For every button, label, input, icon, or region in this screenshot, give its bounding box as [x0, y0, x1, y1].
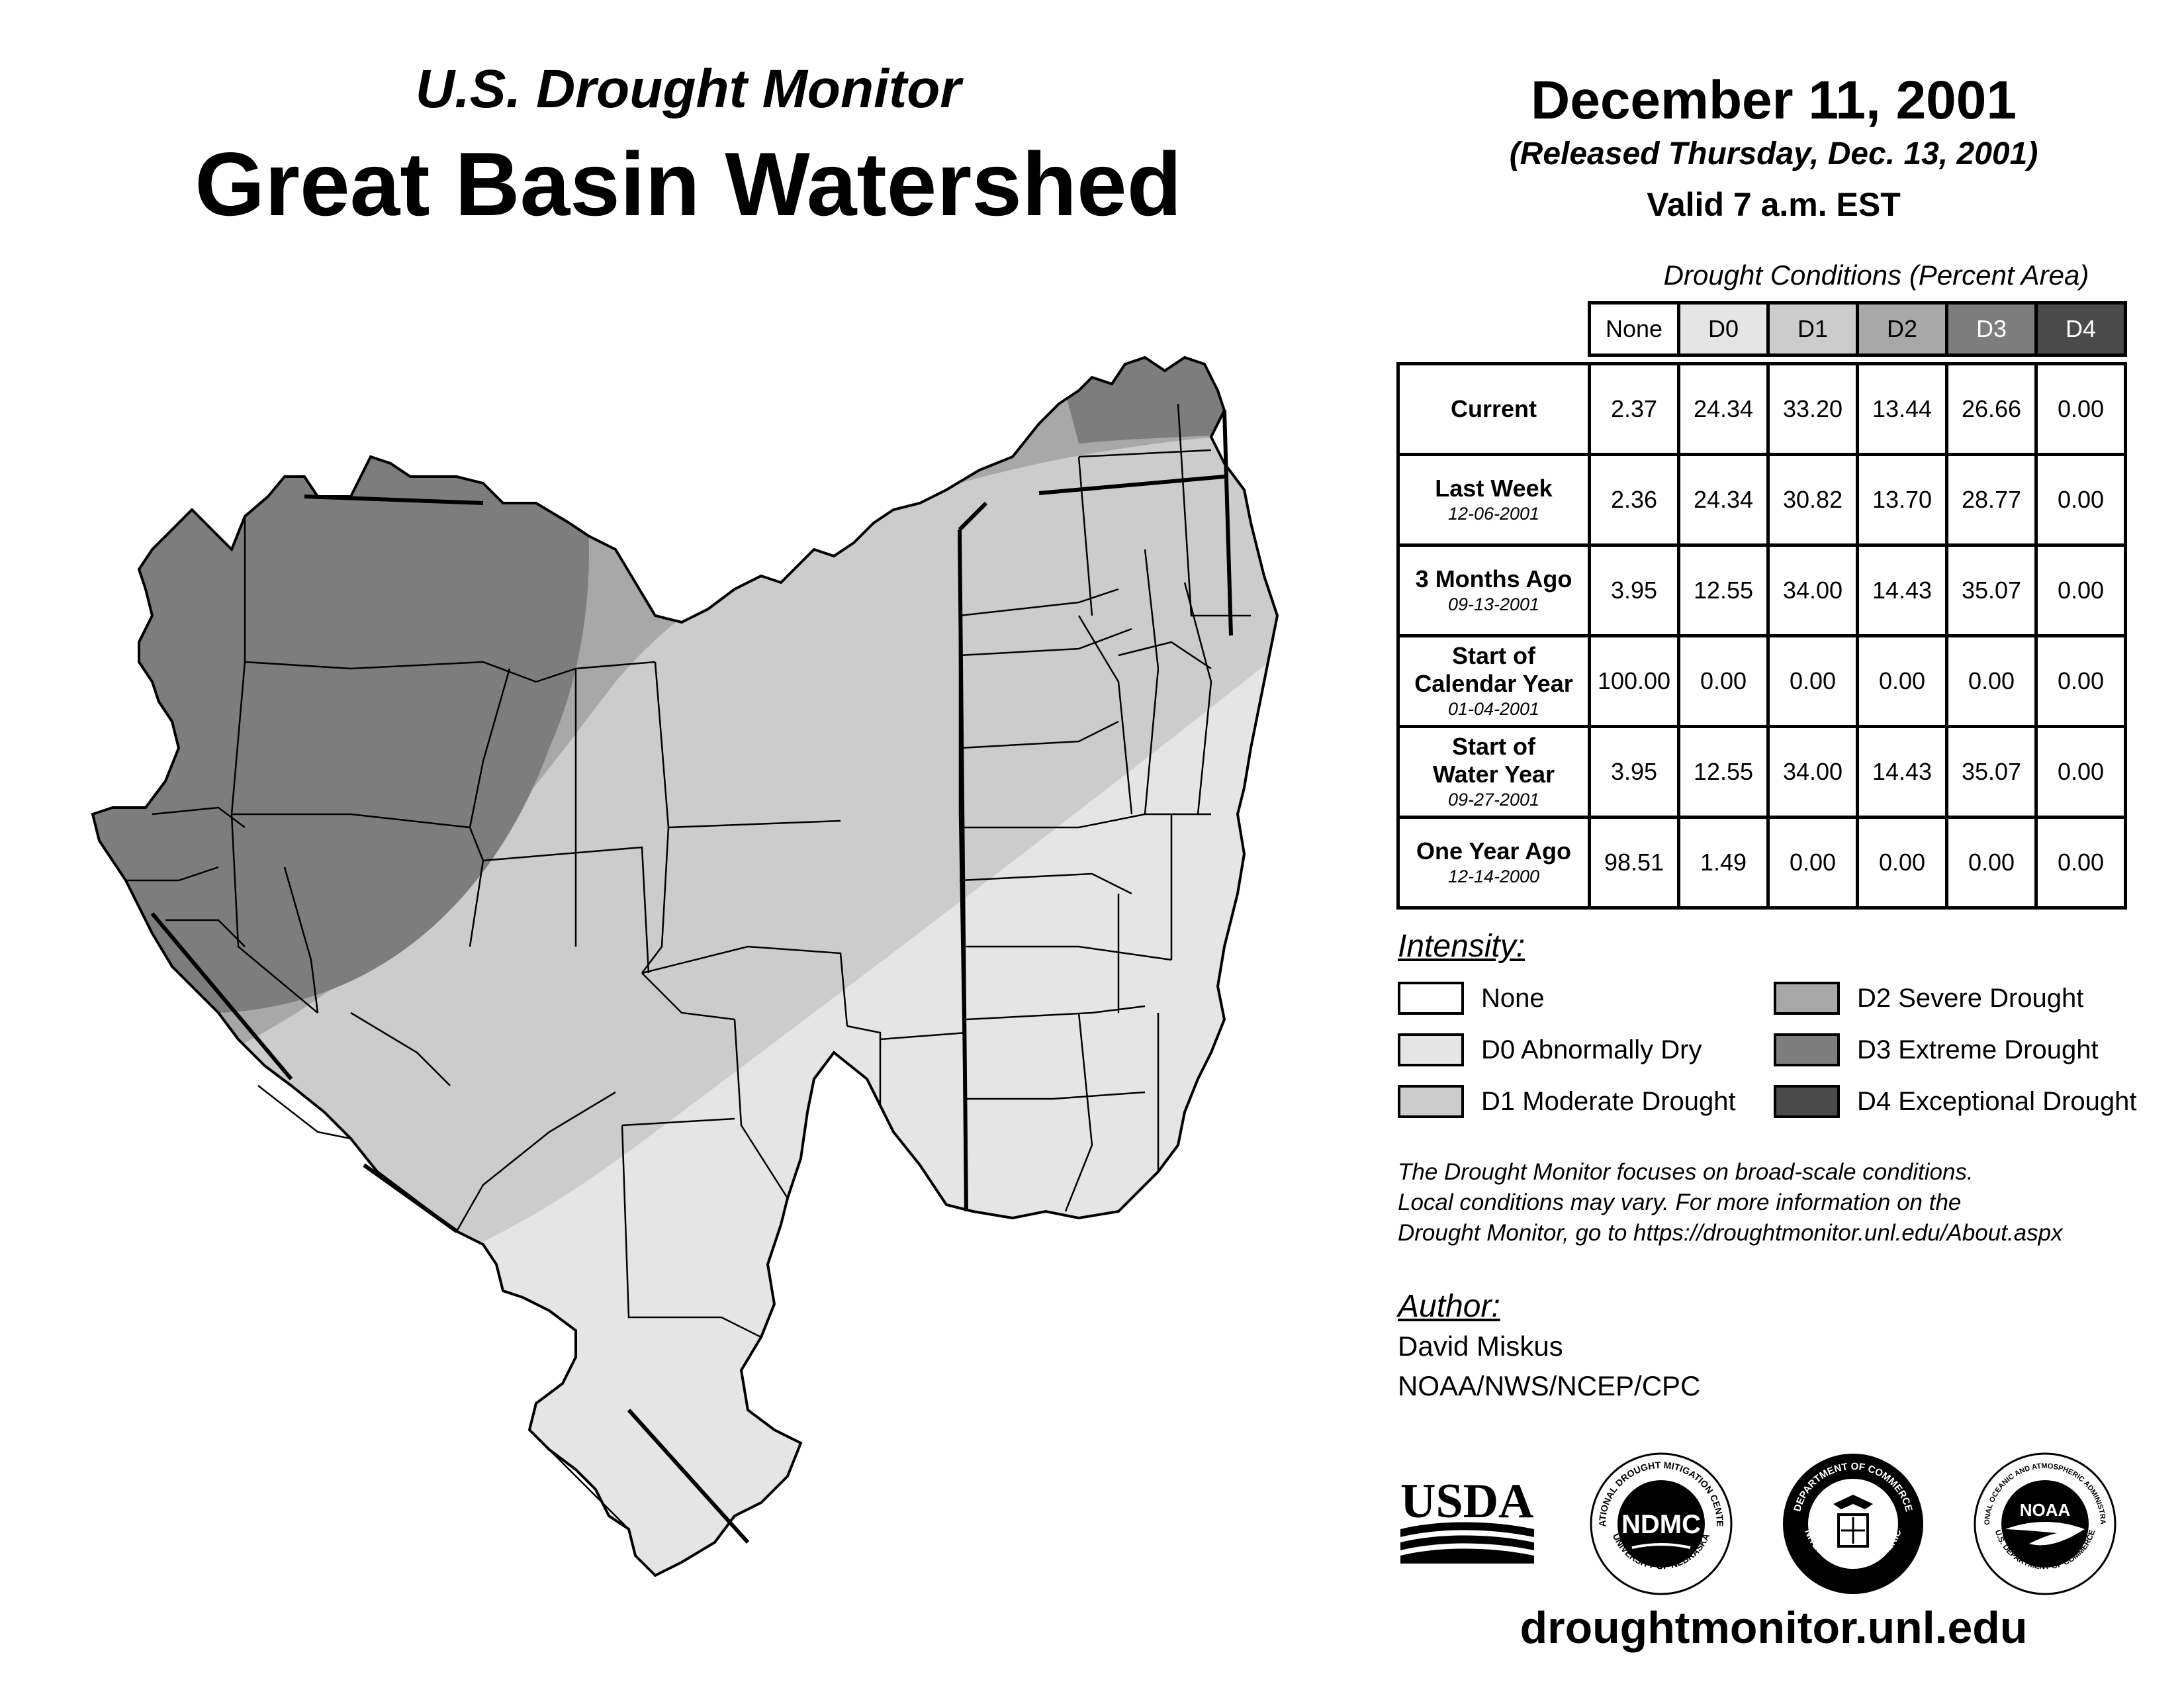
legend-swatch-d1: [1398, 1085, 1464, 1118]
cell-none: 2.37: [1588, 362, 1680, 456]
cell-none: 3.95: [1588, 725, 1680, 819]
cell-d4: 0.00: [2034, 816, 2127, 910]
cell-d0: 24.34: [1677, 362, 1770, 456]
cell-d0: 12.55: [1677, 725, 1770, 819]
cell-d0: 0.00: [1677, 634, 1770, 728]
cell-d3: 35.07: [1945, 543, 2038, 637]
site-url[interactable]: droughtmonitor.unl.edu: [1520, 1603, 2028, 1653]
cell-d2: 13.44: [1856, 362, 1948, 456]
map-date: December 11, 2001: [1531, 70, 2017, 130]
release-date: (Released Thursday, Dec. 13, 2001): [1509, 136, 2038, 171]
table-header-row: None D0 D1 D2 D3 D4: [1398, 301, 2127, 357]
row-label: 3 Months Ago 09-13-2001: [1396, 543, 1591, 637]
cell-d2: 0.00: [1856, 816, 1948, 910]
row-label: Start of Calendar Year 01-04-2001: [1396, 634, 1591, 728]
row-label: Start of Water Year 09-27-2001: [1396, 725, 1591, 819]
cell-d1: 30.82: [1766, 453, 1859, 547]
table-row: Last Week 12-06-2001 2.36 24.34 30.82 13…: [1396, 453, 2127, 547]
note-line: The Drought Monitor focuses on broad-sca…: [1398, 1159, 1974, 1185]
cell-d1: 34.00: [1766, 543, 1859, 637]
author-title: Author:: [1398, 1289, 1500, 1324]
col-header-d3: D3: [1945, 301, 2038, 357]
cell-d3: 35.07: [1945, 725, 2038, 819]
legend-item-d4: D4 Exceptional Drought: [1774, 1083, 2136, 1120]
cell-d4: 0.00: [2034, 543, 2127, 637]
cell-d2: 0.00: [1856, 634, 1948, 728]
cell-none: 3.95: [1588, 543, 1680, 637]
legend-label: D1 Moderate Drought: [1481, 1086, 1736, 1116]
header-blank-cell: [1398, 303, 1590, 355]
cell-d2: 14.43: [1856, 725, 1948, 819]
row-label: Current: [1396, 362, 1591, 456]
legend-swatch-d2: [1774, 982, 1840, 1015]
author-org: NOAA/NWS/NCEP/CPC: [1398, 1370, 1701, 1401]
cell-d4: 0.00: [2034, 453, 2127, 547]
monitor-title: U.S. Drought Monitor: [415, 59, 962, 119]
legend-title: Intensity:: [1398, 929, 1525, 964]
table-row: Current 2.37 24.34 33.20 13.44 26.66 0.0…: [1396, 362, 2127, 456]
cell-d2: 14.43: [1856, 543, 1948, 637]
drought-stats-table: None D0 D1 D2 D3 D4 Current 2.37 24.34 3…: [1396, 301, 2127, 910]
legend-label: D4 Exceptional Drought: [1857, 1086, 2137, 1116]
cell-none: 98.51: [1588, 816, 1680, 910]
valid-time: Valid 7 a.m. EST: [1647, 186, 1901, 223]
legend-swatch-d3: [1774, 1033, 1840, 1066]
cell-d0: 24.34: [1677, 453, 1770, 547]
legend-label: D2 Severe Drought: [1857, 983, 2084, 1013]
cell-none: 100.00: [1588, 634, 1680, 728]
cell-d4: 0.00: [2034, 725, 2127, 819]
table-row: One Year Ago 12-14-2000 98.51 1.49 0.00 …: [1396, 816, 2127, 910]
table-row: 3 Months Ago 09-13-2001 3.95 12.55 34.00…: [1396, 543, 2127, 637]
svg-text:NOAA: NOAA: [2020, 1500, 2071, 1520]
legend-label: D0 Abnormally Dry: [1481, 1035, 1702, 1064]
cell-d1: 0.00: [1766, 816, 1859, 910]
col-header-d4: D4: [2034, 301, 2127, 357]
region-title: Great Basin Watershed: [195, 134, 1182, 234]
noaa-logo: NATIONAL OCEANIC AND ATMOSPHERIC ADMINIS…: [1972, 1451, 2116, 1595]
author-name: David Miskus: [1398, 1331, 1563, 1362]
cell-d3: 26.66: [1945, 362, 2038, 456]
cell-d1: 34.00: [1766, 725, 1859, 819]
cell-d4: 0.00: [2034, 634, 2127, 728]
cell-d0: 1.49: [1677, 816, 1770, 910]
note-line: Local conditions may vary. For more info…: [1398, 1190, 1962, 1215]
legend-item-d3: D3 Extreme Drought: [1774, 1031, 2099, 1068]
row-label: Last Week 12-06-2001: [1396, 453, 1591, 547]
legend-swatch-none: [1398, 982, 1464, 1015]
cell-d0: 12.55: [1677, 543, 1770, 637]
legend-swatch-d4: [1774, 1085, 1840, 1118]
svg-text:NDMC: NDMC: [1621, 1510, 1701, 1539]
ndmc-logo: NATIONAL DROUGHT MITIGATION CENTER UNIVE…: [1588, 1451, 1733, 1595]
table-row: Start of Calendar Year 01-04-2001 100.00…: [1396, 634, 2127, 728]
svg-text:USDA: USDA: [1400, 1474, 1533, 1528]
legend-item-d1: D1 Moderate Drought: [1398, 1083, 1736, 1120]
cell-none: 2.36: [1588, 453, 1680, 547]
col-header-d2: D2: [1856, 301, 1948, 357]
legend-swatch-d0: [1398, 1033, 1464, 1066]
cell-d2: 13.70: [1856, 453, 1948, 547]
cell-d3: 0.00: [1945, 816, 2038, 910]
cell-d1: 0.00: [1766, 634, 1859, 728]
drought-map: [91, 356, 1279, 1577]
cell-d1: 33.20: [1766, 362, 1859, 456]
col-header-d1: D1: [1766, 301, 1859, 357]
doc-seal-logo: DEPARTMENT OF COMMERCE UNITED STATES OF …: [1780, 1451, 1923, 1594]
cell-d3: 0.00: [1945, 634, 2038, 728]
cell-d4: 0.00: [2034, 362, 2127, 456]
legend-label: D3 Extreme Drought: [1857, 1035, 2099, 1064]
legend-item-d2: D2 Severe Drought: [1774, 980, 2083, 1017]
cell-d3: 28.77: [1945, 453, 2038, 547]
col-header-none: None: [1588, 301, 1680, 357]
col-header-d0: D0: [1677, 301, 1770, 357]
row-label: One Year Ago 12-14-2000: [1396, 816, 1591, 910]
disclaimer-note: The Drought Monitor focuses on broad-sca…: [1398, 1157, 2159, 1248]
legend-item-none: None: [1398, 980, 1545, 1017]
table-caption: Drought Conditions (Percent Area): [1663, 259, 2089, 291]
usda-logo: USDA: [1400, 1474, 1534, 1564]
note-line: Drought Monitor, go to https://droughtmo…: [1398, 1220, 2063, 1246]
legend-label: None: [1481, 983, 1545, 1013]
table-row: Start of Water Year 09-27-2001 3.95 12.5…: [1396, 725, 2127, 819]
legend-item-d0: D0 Abnormally Dry: [1398, 1031, 1702, 1068]
